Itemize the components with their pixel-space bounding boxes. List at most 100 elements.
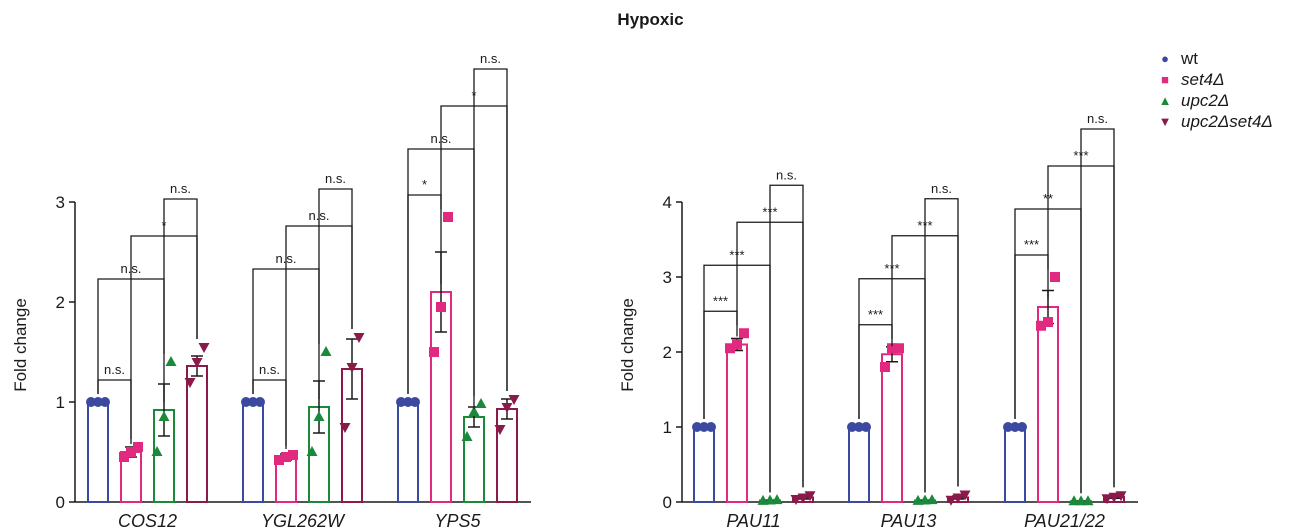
data-point	[945, 495, 957, 506]
data-point	[86, 397, 96, 407]
significance-label: ***	[1073, 148, 1088, 163]
data-point	[739, 328, 749, 339]
data-point	[847, 422, 857, 432]
data-point	[281, 452, 291, 462]
significance-label: *	[161, 218, 166, 233]
square-icon: ■	[1161, 72, 1169, 87]
x-tick-label: PAU21/22	[1024, 511, 1105, 531]
y-tick-label: 3	[663, 268, 672, 287]
y-tick-label: 1	[663, 418, 672, 437]
data-point	[346, 363, 358, 373]
y-axis-label: Fold change	[11, 298, 30, 392]
data-point	[861, 422, 871, 432]
circle-icon: ●	[1161, 51, 1169, 66]
data-point	[1036, 320, 1046, 331]
legend-item-set4: ■ set4Δ	[1158, 69, 1273, 90]
data-point	[952, 493, 964, 504]
significance-bracket	[703, 310, 738, 419]
significance-bracket	[285, 225, 353, 449]
significance-label: **	[1043, 191, 1053, 206]
data-point	[248, 397, 258, 407]
significance-bracket	[252, 268, 320, 394]
x-tick-label: PAU11	[726, 511, 780, 531]
significance-label: n.s.	[431, 131, 452, 146]
significance-label: n.s.	[480, 51, 501, 66]
significance-label: *	[471, 88, 476, 103]
significance-label: ***	[1024, 237, 1039, 252]
significance-label: n.s.	[276, 251, 297, 266]
data-point	[1115, 491, 1127, 502]
legend: ● wt ■ set4Δ ▲ upc2Δ ▼ upc2Δset4Δ	[1158, 48, 1273, 132]
significance-label: *	[422, 177, 427, 192]
data-point	[320, 346, 332, 356]
data-point	[804, 491, 816, 502]
significance-label: ***	[917, 218, 932, 233]
y-tick-label: 2	[663, 343, 672, 362]
data-point	[880, 362, 890, 372]
x-tick-label: YPS5	[434, 511, 481, 531]
legend-item-upc2-set4: ▼ upc2Δset4Δ	[1158, 111, 1273, 132]
data-point	[797, 493, 809, 504]
data-point	[288, 450, 298, 460]
data-point	[1082, 495, 1094, 506]
data-point	[790, 495, 802, 505]
significance-bracket	[473, 68, 508, 409]
data-point	[494, 425, 506, 435]
data-point	[468, 406, 480, 416]
data-point	[436, 302, 446, 312]
legend-item-upc2: ▲ upc2Δ	[1158, 90, 1273, 111]
significance-bracket	[407, 194, 442, 394]
bar	[693, 426, 715, 503]
data-point	[461, 431, 473, 441]
data-point	[313, 411, 325, 421]
data-point	[854, 422, 864, 432]
data-point	[443, 212, 453, 222]
significance-bracket	[769, 184, 804, 493]
significance-bracket	[736, 221, 804, 488]
significance-label: n.s.	[776, 167, 797, 182]
data-point	[1043, 317, 1053, 327]
data-point	[191, 358, 203, 368]
data-point	[410, 397, 420, 407]
data-point	[353, 333, 365, 343]
data-point	[396, 397, 406, 407]
data-point	[198, 343, 210, 353]
data-point	[184, 378, 196, 388]
data-point	[926, 494, 938, 505]
data-point	[241, 397, 251, 407]
significance-label: ***	[884, 261, 899, 276]
data-point	[692, 422, 702, 432]
data-point	[1108, 492, 1120, 503]
bar	[726, 343, 748, 503]
legend-label: upc2Δset4Δ	[1181, 111, 1273, 131]
data-point	[126, 447, 136, 457]
bar	[242, 401, 264, 503]
y-axis-label: Fold change	[618, 298, 637, 392]
data-point	[508, 395, 520, 405]
significance-bracket	[891, 235, 959, 487]
bar	[881, 353, 903, 503]
data-point	[133, 442, 143, 452]
y-tick-label: 2	[56, 293, 65, 312]
significance-bracket	[1080, 128, 1115, 494]
significance-label: n.s.	[104, 362, 125, 377]
significance-label: n.s.	[170, 181, 191, 196]
data-point	[274, 455, 284, 465]
bar	[87, 401, 109, 503]
significance-label: n.s.	[309, 208, 330, 223]
significance-label: n.s.	[325, 171, 346, 186]
figure-title: Hypoxic	[617, 10, 684, 29]
significance-bracket	[163, 198, 198, 402]
data-point	[699, 422, 709, 432]
data-point	[1003, 422, 1013, 432]
data-point	[475, 398, 487, 408]
significance-label: n.s.	[931, 181, 952, 196]
data-point	[887, 343, 897, 354]
significance-bracket	[1014, 254, 1049, 419]
data-point	[165, 356, 177, 366]
significance-label: ***	[762, 204, 777, 219]
significance-bracket	[1047, 165, 1115, 488]
significance-label: ***	[713, 293, 728, 308]
bar	[397, 401, 419, 503]
